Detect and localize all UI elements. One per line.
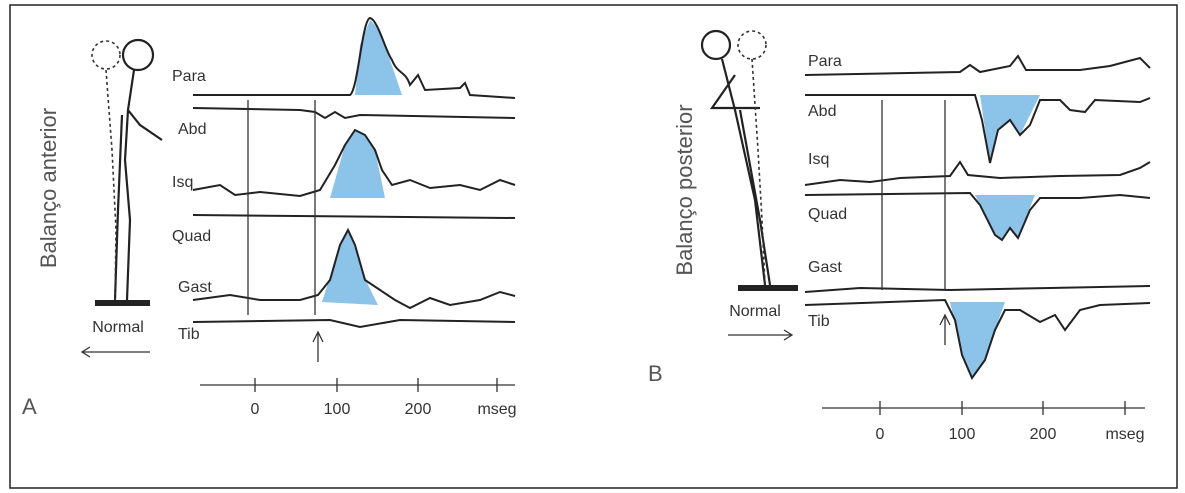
- side-label: Balanço posterior: [672, 104, 697, 275]
- muscle-label: Isq: [808, 151, 829, 168]
- direction-arrow: [80, 346, 150, 358]
- axis-label: 200: [405, 401, 432, 418]
- muscle-label: Abd: [808, 103, 836, 120]
- axis-label: mseg: [1105, 426, 1144, 443]
- direction-arrow: [728, 329, 794, 341]
- muscle-label: Para: [808, 53, 842, 70]
- muscle-label: Tib: [178, 326, 200, 343]
- panel-a: A Balanço anterior Normal Para Abd Isq Q…: [22, 16, 517, 419]
- axis-label: 200: [1030, 426, 1057, 443]
- stick-figure: [91, 38, 163, 306]
- emg-traces: [192, 16, 516, 362]
- muscle-label: Quad: [808, 206, 847, 223]
- emg-traces: [804, 54, 1151, 381]
- panel-label: A: [22, 394, 37, 419]
- axis-label: 0: [251, 401, 260, 418]
- frame: [9, 4, 1178, 489]
- figure-label: Normal: [92, 319, 144, 336]
- panel-label: B: [648, 361, 663, 386]
- muscle-label: Gast: [178, 279, 212, 296]
- figure-label: Normal: [729, 303, 781, 320]
- muscle-label: Abd: [178, 121, 206, 138]
- time-axis: [822, 401, 1145, 415]
- muscle-label: Quad: [172, 228, 211, 245]
- panel-b: B Balanço posterior Normal Para Abd Isq …: [648, 29, 1151, 443]
- axis-label: 100: [324, 401, 351, 418]
- muscle-label: Gast: [808, 259, 842, 276]
- stick-figure: [700, 29, 798, 291]
- muscle-label: Isq: [172, 174, 193, 191]
- side-label: Balanço anterior: [36, 108, 61, 268]
- axis-label: 100: [949, 426, 976, 443]
- axis-label: mseg: [477, 401, 516, 418]
- muscle-label: Tib: [808, 313, 830, 330]
- muscle-label: Para: [172, 68, 206, 85]
- axis-label: 0: [876, 426, 885, 443]
- time-axis: [200, 378, 515, 392]
